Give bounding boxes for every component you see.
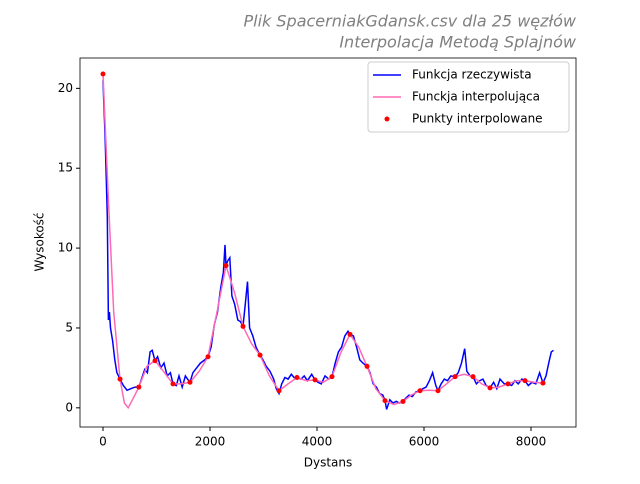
point [540,380,546,386]
plot-frame [79,57,577,428]
y-tick-label: 15 [58,161,73,175]
point [240,323,246,329]
y-tick-label: 10 [58,241,73,255]
x-tick-label: 0 [99,435,107,449]
point [452,374,458,380]
legend-box [367,61,570,133]
legend-label: Punkty interpolowane [412,112,543,126]
x-tick-label: 2000 [195,435,226,449]
chart-title: Interpolacja Metodą Splajnów [339,33,577,52]
point [470,374,476,380]
point [223,263,229,269]
point [417,388,423,394]
y-axis-label: Wysokość [33,212,47,271]
point [312,377,318,383]
point [487,385,493,391]
point [347,331,353,337]
x-tick-label: 6000 [409,435,440,449]
x-tick-label: 4000 [302,435,333,449]
point [329,374,335,380]
point [136,384,142,390]
point [152,358,158,364]
legend-label: Funkcja rzeczywista [412,68,532,82]
point [187,379,193,385]
legend-swatch [384,116,390,122]
point [400,398,406,404]
legend-label: Funckja interpolująca [412,90,540,104]
x-tick-label: 8000 [516,435,547,449]
chart-title: Plik SpacerniakGdansk.csv dla 25 węzłów [244,12,577,31]
point [100,71,106,77]
point [117,376,123,382]
y-tick-label: 20 [58,81,73,95]
point [257,352,263,358]
point [205,354,211,360]
y-tick-label: 0 [65,400,73,414]
point [435,388,441,394]
point [382,398,388,404]
point [364,363,370,369]
y-tick-label: 5 [65,320,73,334]
point [505,381,511,387]
x-axis-label: Dystans [304,456,353,470]
point [522,378,528,384]
point [170,381,176,387]
point [276,388,282,394]
point [294,374,300,380]
